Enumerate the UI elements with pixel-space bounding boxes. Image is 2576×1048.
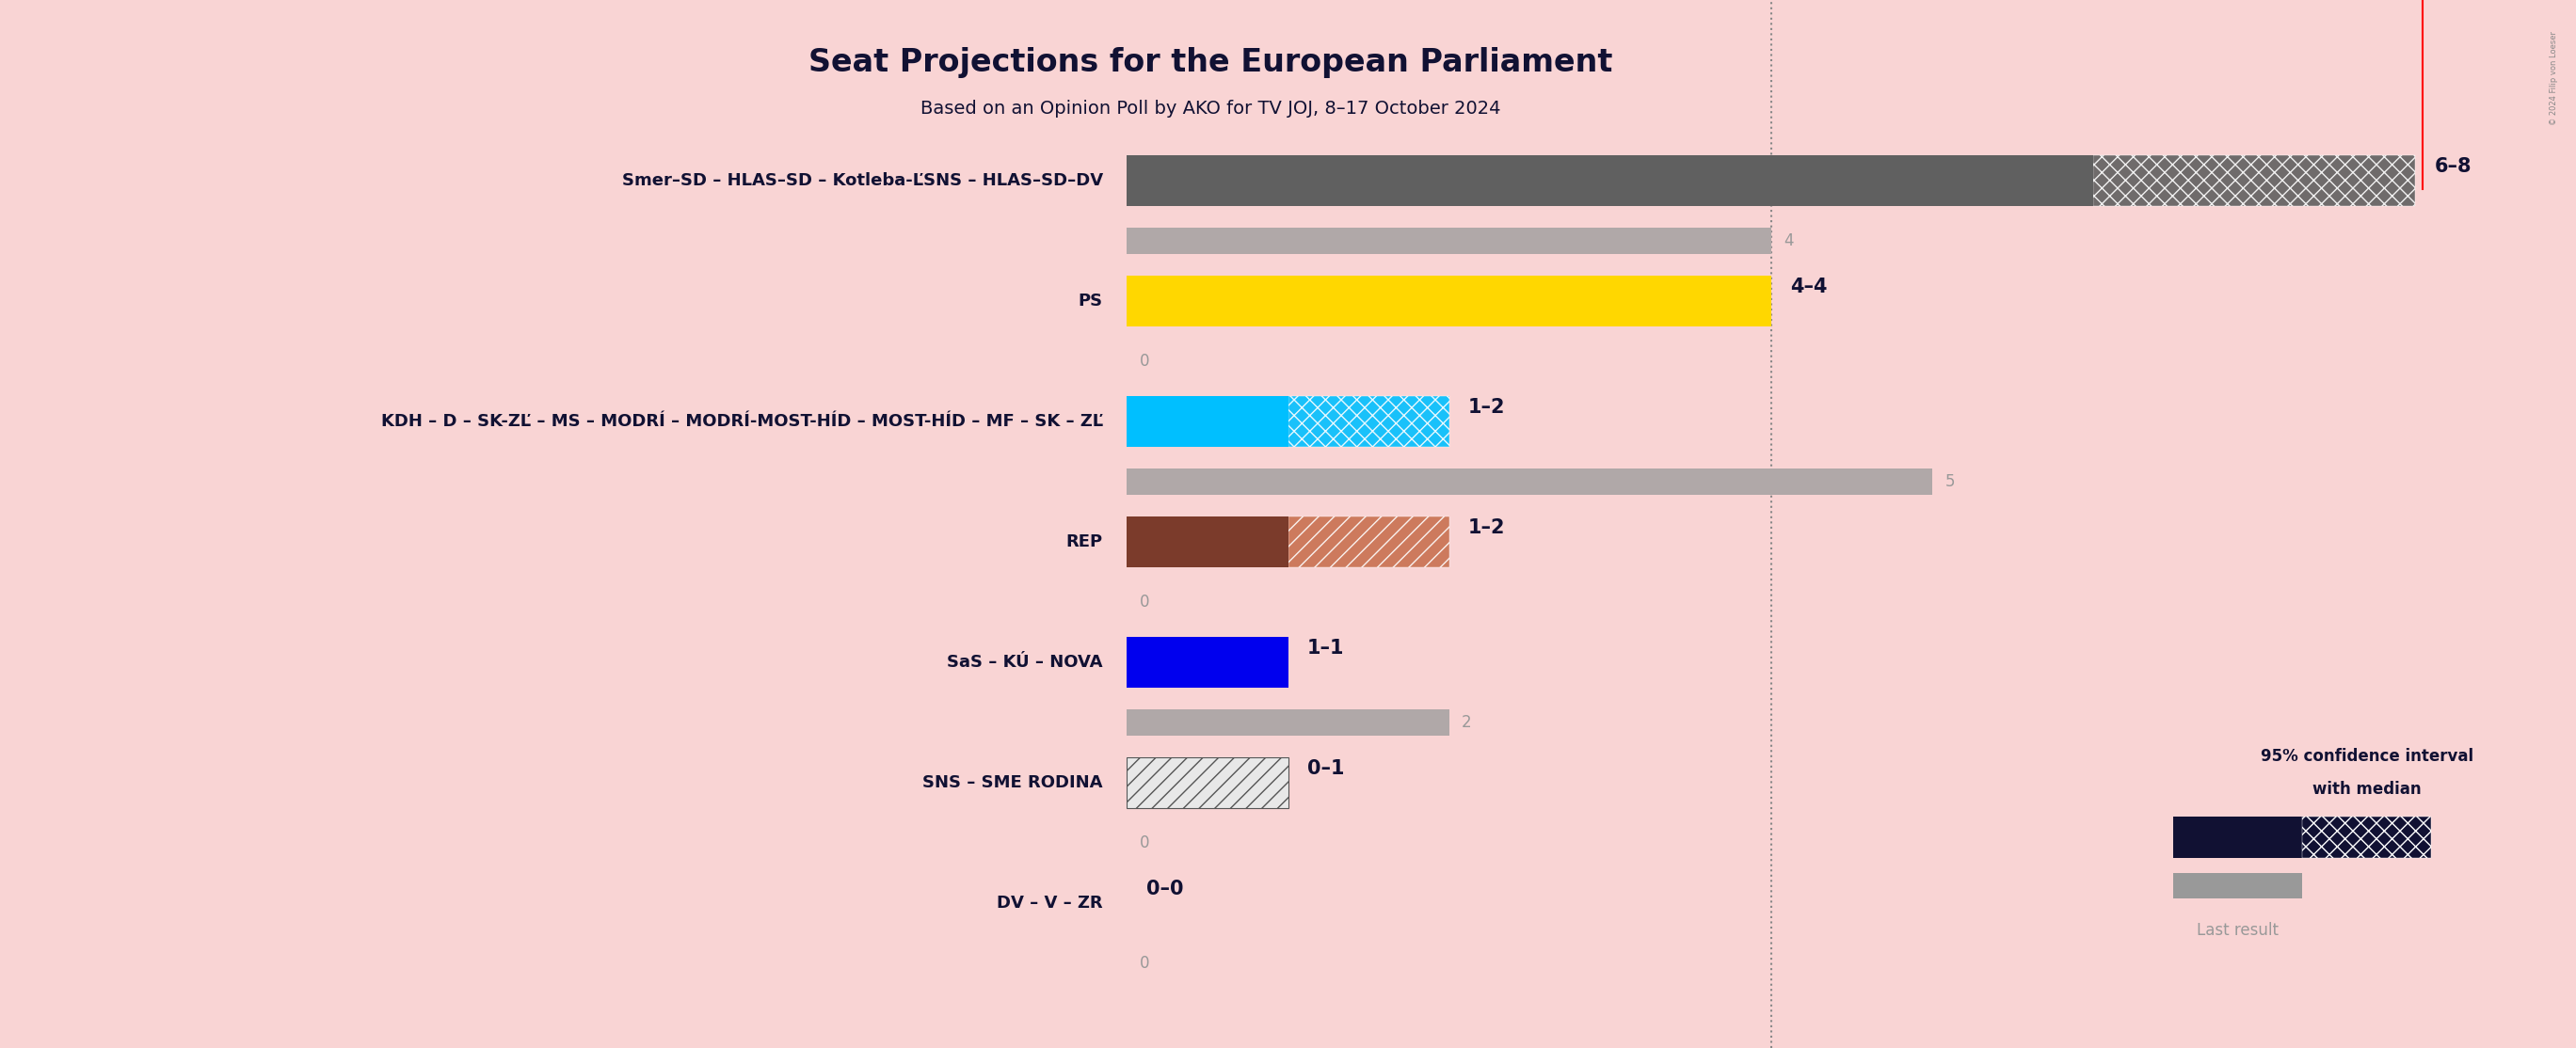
Text: Seat Projections for the European Parliament: Seat Projections for the European Parlia…	[809, 47, 1613, 79]
Text: 0–0: 0–0	[1146, 880, 1182, 899]
Bar	[1288, 396, 1448, 446]
Bar	[1128, 758, 1288, 808]
Text: 0: 0	[1139, 594, 1149, 611]
Text: 5: 5	[1945, 474, 1955, 490]
Text: KDH – D – SK-ZĽ – MS – MODRÍ – MODRÍ-MOST-HÍD – MOST-HÍD – MF – SK – ZĽ: KDH – D – SK-ZĽ – MS – MODRÍ – MODRÍ-MOS…	[381, 413, 1103, 430]
Bar	[2092, 155, 2416, 206]
Bar	[2174, 816, 2303, 858]
Bar	[1128, 468, 1932, 495]
Text: 2: 2	[1463, 715, 1471, 732]
Bar	[1128, 758, 1288, 808]
Text: 0: 0	[1139, 835, 1149, 852]
Text: 1–2: 1–2	[1468, 519, 1504, 538]
Text: REP: REP	[1066, 533, 1103, 550]
Text: Smer–SD – HLAS–SD – Kotleba-ĽSNS – HLAS–SD–DV: Smer–SD – HLAS–SD – Kotleba-ĽSNS – HLAS–…	[621, 172, 1103, 189]
Bar	[2174, 873, 2303, 898]
Text: 4–4: 4–4	[1790, 278, 1826, 297]
Text: SaS – KÚ – NOVA: SaS – KÚ – NOVA	[948, 654, 1103, 671]
Text: SNS – SME RODINA: SNS – SME RODINA	[922, 774, 1103, 791]
Bar	[1128, 155, 2092, 206]
Text: 1–1: 1–1	[1309, 639, 1345, 658]
Text: © 2024 Filip von Loeser: © 2024 Filip von Loeser	[2550, 31, 2558, 126]
Text: 0: 0	[1139, 353, 1149, 370]
Text: 0: 0	[1139, 955, 1149, 973]
Bar	[1288, 517, 1448, 567]
Bar	[1128, 396, 1288, 446]
Text: 0–1: 0–1	[1309, 760, 1345, 779]
Text: 6–8: 6–8	[2434, 157, 2470, 176]
Text: with median: with median	[2313, 781, 2421, 798]
Text: Based on an Opinion Poll by AKO for TV JOJ, 8–17 October 2024: Based on an Opinion Poll by AKO for TV J…	[920, 100, 1502, 117]
Bar	[1128, 517, 1288, 567]
Text: 1–2: 1–2	[1468, 398, 1504, 417]
Text: DV – V – ZR: DV – V – ZR	[997, 895, 1103, 912]
Text: PS: PS	[1079, 292, 1103, 309]
Text: 4: 4	[1783, 233, 1793, 249]
Text: Last result: Last result	[2197, 921, 2280, 938]
Bar	[1128, 276, 1772, 326]
Text: 95% confidence interval: 95% confidence interval	[2259, 748, 2473, 765]
Bar	[1128, 637, 1288, 687]
Bar	[1128, 709, 1448, 736]
Bar	[2303, 816, 2432, 858]
Bar	[1128, 227, 1772, 255]
